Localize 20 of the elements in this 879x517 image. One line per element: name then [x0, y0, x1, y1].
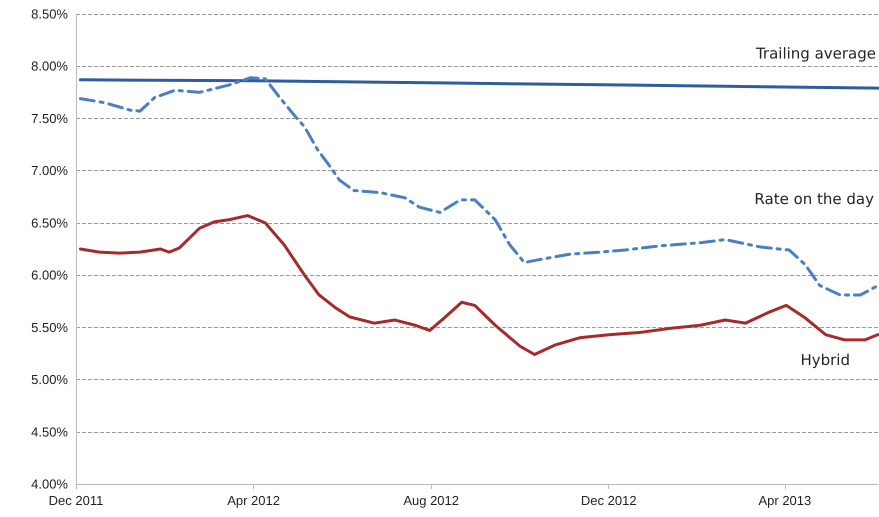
- y-tick-label: 4.50%: [31, 424, 68, 440]
- y-tick-label: 8.50%: [31, 6, 68, 22]
- text: Rate on the day: [754, 190, 874, 208]
- x-tick-label: Aug 2012: [403, 493, 459, 508]
- y-tick-label: 8.00%: [31, 58, 68, 74]
- series-label: Hybrid: [800, 351, 850, 370]
- y-tick-label: 6.00%: [31, 268, 68, 283]
- x-tick-label: Dec 2011: [48, 493, 104, 508]
- y-tick-label: 7.00%: [31, 163, 68, 178]
- y-tick-label: 5.50%: [31, 320, 68, 335]
- line-series: [78, 78, 879, 90]
- y-tick-label: 7.50%: [31, 110, 68, 126]
- y-tick-label: 4.00%: [31, 476, 68, 492]
- x-tick-label: Apr 2013: [758, 493, 812, 508]
- y-tick-label: 6.50%: [31, 215, 68, 230]
- line-series: [78, 76, 879, 296]
- x-tick-label: Apr 2012: [227, 493, 280, 508]
- y-tick-label: 5.00%: [31, 372, 68, 388]
- series-label: Trailing average: [754, 44, 876, 63]
- x-tick-label: Dec 2012: [580, 493, 637, 508]
